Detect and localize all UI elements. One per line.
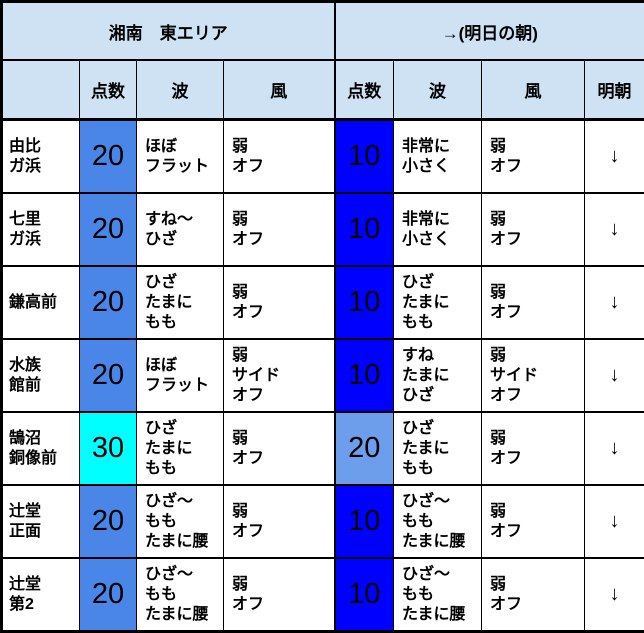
- tomorrow-wave-cell: ひざ たまに もも: [394, 412, 482, 485]
- tomorrow-wind-cell: 弱 オフ: [482, 485, 585, 558]
- spot-name: 由比 ガ浜: [2, 120, 80, 194]
- tomorrow-wave-cell: ひざ～ もも たまに腰: [394, 558, 482, 632]
- col-header-today-wave: 波: [137, 60, 224, 120]
- tomorrow-score-cell: 10: [335, 120, 394, 194]
- down-arrow-icon: ↓: [585, 339, 644, 412]
- today-wave-cell: ひざ たまに もも: [137, 412, 224, 485]
- tomorrow-wind-cell: 弱 オフ: [482, 120, 585, 194]
- col-header-tomorrow-score: 点数: [335, 60, 394, 120]
- table-row-yuigahama: 由比 ガ浜 20 ほぼ フラット 弱 オフ 10 非常に 小さく 弱 オフ ↓: [2, 120, 644, 194]
- group-header-row: 湘南 東エリア →(明日の朝): [2, 2, 644, 61]
- spot-name: 鵠沼 銅像前: [2, 412, 80, 485]
- today-wind-cell: 弱 オフ: [224, 485, 335, 558]
- today-wind-cell: 弱 オフ: [224, 412, 335, 485]
- spot-name: 水族 館前: [2, 339, 80, 412]
- tomorrow-wind-cell: 弱 オフ: [482, 558, 585, 632]
- down-arrow-icon: ↓: [585, 193, 644, 266]
- corner-cell: [2, 60, 80, 120]
- col-header-tomorrow-wind: 風: [482, 60, 585, 120]
- tomorrow-score-cell: 10: [335, 193, 394, 266]
- today-score-cell: 30: [80, 412, 137, 485]
- down-arrow-icon: ↓: [585, 120, 644, 194]
- spot-name: 鎌高前: [2, 266, 80, 339]
- today-wind-cell: 弱 オフ: [224, 120, 335, 194]
- today-wave-cell: ひざ たまに もも: [137, 266, 224, 339]
- today-score-cell: 20: [80, 120, 137, 194]
- table-row-kugenuma: 鵠沼 銅像前 30 ひざ たまに もも 弱 オフ 20 ひざ たまに もも 弱 …: [2, 412, 644, 485]
- table-row-suizokukan: 水族 館前 20 ほぼ フラット 弱 サイド オフ 10 すね たまに ひざ 弱…: [2, 339, 644, 412]
- col-header-today-score: 点数: [80, 60, 137, 120]
- spot-name: 辻堂 第2: [2, 558, 80, 632]
- today-wind-cell: 弱 サイド オフ: [224, 339, 335, 412]
- tomorrow-wind-cell: 弱 オフ: [482, 266, 585, 339]
- tomorrow-score-cell: 10: [335, 266, 394, 339]
- today-wave-cell: ひざ～ もも たまに腰: [137, 558, 224, 632]
- today-wave-cell: ひざ～ もも たまに腰: [137, 485, 224, 558]
- today-wind-cell: 弱 オフ: [224, 266, 335, 339]
- tomorrow-wave-cell: 非常に 小さく: [394, 120, 482, 194]
- today-score-cell: 20: [80, 485, 137, 558]
- tomorrow-wind-cell: 弱 オフ: [482, 412, 585, 485]
- spot-name: 辻堂 正面: [2, 485, 80, 558]
- today-score-cell: 20: [80, 266, 137, 339]
- today-score-cell: 20: [80, 339, 137, 412]
- col-header-morning: 明朝: [585, 60, 644, 120]
- today-wave-cell: ほぼ フラット: [137, 339, 224, 412]
- tomorrow-wave-cell: 非常に 小さく: [394, 193, 482, 266]
- tomorrow-wave-cell: すね たまに ひざ: [394, 339, 482, 412]
- table-row-tsujido-shomen: 辻堂 正面 20 ひざ～ もも たまに腰 弱 オフ 10 ひざ～ もも たまに腰…: [2, 485, 644, 558]
- tomorrow-wave-cell: ひざ～ もも たまに腰: [394, 485, 482, 558]
- down-arrow-icon: ↓: [585, 485, 644, 558]
- tomorrow-score-cell: 20: [335, 412, 394, 485]
- down-arrow-icon: ↓: [585, 412, 644, 485]
- today-wave-cell: すね～ ひざ: [137, 193, 224, 266]
- down-arrow-icon: ↓: [585, 558, 644, 632]
- down-arrow-icon: ↓: [585, 266, 644, 339]
- tomorrow-wind-cell: 弱 オフ: [482, 193, 585, 266]
- today-wind-cell: 弱 オフ: [224, 193, 335, 266]
- spot-name: 七里 ガ浜: [2, 193, 80, 266]
- table-row-kamakou: 鎌高前 20 ひざ たまに もも 弱 オフ 10 ひざ たまに もも 弱 オフ …: [2, 266, 644, 339]
- today-score-cell: 20: [80, 558, 137, 632]
- area-left-header: 湘南 東エリア: [2, 2, 335, 61]
- table-row-shichirigahama: 七里 ガ浜 20 すね～ ひざ 弱 オフ 10 非常に 小さく 弱 オフ ↓: [2, 193, 644, 266]
- col-header-today-wind: 風: [224, 60, 335, 120]
- tomorrow-score-cell: 10: [335, 485, 394, 558]
- tomorrow-score-cell: 10: [335, 339, 394, 412]
- today-wind-cell: 弱 オフ: [224, 558, 335, 632]
- today-score-cell: 20: [80, 193, 137, 266]
- today-wave-cell: ほぼ フラット: [137, 120, 224, 194]
- tomorrow-score-cell: 10: [335, 558, 394, 632]
- col-header-tomorrow-wave: 波: [394, 60, 482, 120]
- table-row-tsujido-dai2: 辻堂 第2 20 ひざ～ もも たまに腰 弱 オフ 10 ひざ～ もも たまに腰…: [2, 558, 644, 632]
- column-header-row: 点数 波 風 点数 波 風 明朝: [2, 60, 644, 120]
- tomorrow-wave-cell: ひざ たまに もも: [394, 266, 482, 339]
- tomorrow-wind-cell: 弱 サイド オフ: [482, 339, 585, 412]
- tomorrow-morning-header: →(明日の朝): [335, 2, 644, 61]
